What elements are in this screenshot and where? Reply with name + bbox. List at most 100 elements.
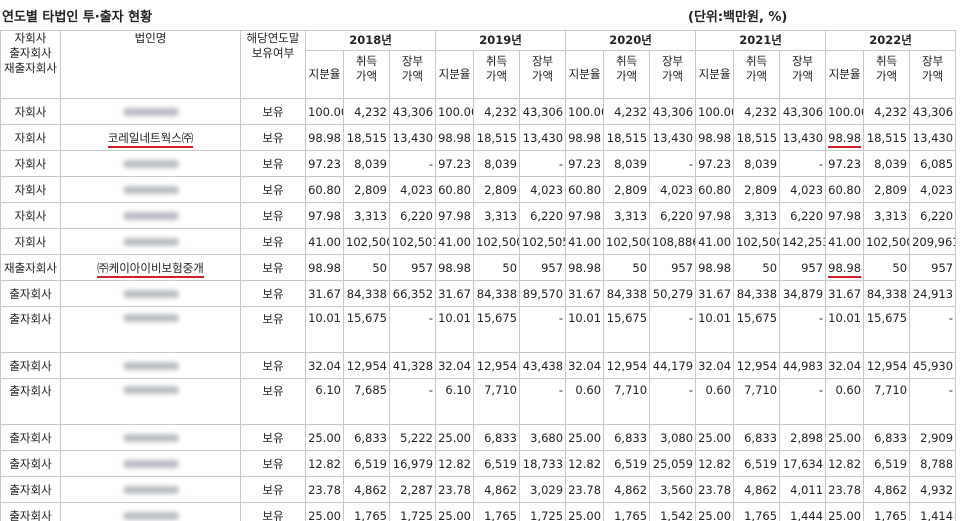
- value: 142,253: [782, 234, 826, 249]
- value: 6.10: [445, 383, 472, 397]
- value-cell: 60.80: [825, 176, 865, 203]
- sub-header: 지분율: [565, 50, 605, 99]
- value-cell: 957: [909, 254, 957, 281]
- held-cell: 보유: [240, 280, 306, 307]
- header-line: 지분율: [828, 67, 861, 81]
- value: 60.80: [698, 182, 732, 197]
- value-cell: 12,954: [733, 352, 781, 379]
- row: 출자회사 보유 10.01 15,675-10.01 15,675-10.01 15,67…: [0, 306, 957, 353]
- type-cell: 출자회사: [0, 378, 61, 425]
- value: 2,898: [790, 430, 824, 445]
- header-line: 가액: [661, 69, 684, 83]
- value-cell: 6,220: [388, 202, 437, 229]
- value-cell: 23.78: [825, 476, 865, 503]
- value: 5,222: [400, 430, 434, 445]
- value: 97.98: [438, 208, 472, 223]
- value-cell: 97.23: [305, 150, 344, 177]
- value: 957: [411, 260, 434, 275]
- value-cell: 43,306: [519, 98, 567, 125]
- value: 43,306: [912, 104, 954, 119]
- value: 31.67: [568, 286, 602, 301]
- value: 13,430: [782, 130, 824, 145]
- value: 24,913: [912, 286, 954, 301]
- redacted-name: [122, 237, 179, 246]
- value: 84,338: [866, 286, 908, 301]
- sub-header: 지분율: [435, 50, 475, 99]
- value-cell: 12,954: [863, 352, 911, 379]
- value: -: [428, 156, 434, 171]
- header-line: 취득: [485, 54, 508, 68]
- value: 41.00: [438, 234, 472, 249]
- sub-header: 취득 가액: [863, 50, 911, 99]
- header-line: 취득: [355, 54, 378, 68]
- value: 50,279: [652, 286, 694, 301]
- value-cell: 5,222: [388, 424, 437, 451]
- value-cell: 102,500: [343, 228, 390, 255]
- row: 출자회사 보유 6.10 7,685-6.10 7,710-0.60 7,710-0.60…: [0, 378, 957, 425]
- value-cell: 8,039: [733, 150, 781, 177]
- held-cell: 보유: [240, 306, 306, 353]
- value: 2,809: [354, 182, 387, 197]
- value-cell: -: [779, 306, 827, 353]
- header-line: 취득: [615, 54, 638, 68]
- value: 13,430: [912, 130, 954, 145]
- redacted-name: [122, 107, 179, 116]
- value-cell: 31.67: [565, 280, 605, 307]
- type-cell: 자회사: [0, 124, 61, 151]
- value: 8,039: [614, 156, 648, 171]
- value-cell: 4,862: [603, 476, 651, 503]
- value-cell: 3,313: [603, 202, 651, 229]
- value-cell: 100.00: [825, 98, 865, 125]
- redacted-name: [122, 211, 179, 220]
- value-cell: 45,930: [909, 352, 957, 379]
- value-cell: 97.98: [825, 202, 865, 229]
- value-cell: 31.67: [435, 280, 475, 307]
- header-line: 취득: [875, 54, 898, 68]
- value: 0.60: [705, 383, 732, 397]
- type-cell: 자회사: [0, 150, 61, 177]
- value: 4,232: [614, 104, 648, 119]
- type-cell: 자회사: [0, 228, 61, 255]
- value: 6,519: [354, 456, 387, 471]
- header-line: 해당연도말: [246, 31, 300, 46]
- value: 3,313: [744, 208, 778, 223]
- value-cell: -: [388, 378, 437, 425]
- header-line: 가액: [875, 69, 898, 83]
- value-cell: 1,765: [733, 502, 781, 521]
- value: 32.04: [828, 358, 862, 373]
- type-cell: 출자회사: [0, 450, 61, 477]
- value-cell: 98.98: [695, 254, 735, 281]
- value: 18,515: [866, 130, 908, 145]
- value: 98.98: [438, 130, 472, 145]
- value: 31.67: [308, 286, 341, 301]
- value-cell: 84,338: [863, 280, 911, 307]
- value: 97.23: [438, 156, 472, 171]
- value: 25.00: [308, 430, 341, 445]
- value-cell: 13,430: [909, 124, 957, 151]
- value-cell: 100.00: [435, 98, 475, 125]
- value-cell: 97.23: [825, 150, 865, 177]
- value: 41.00: [308, 234, 341, 249]
- header-line: 지분율: [568, 67, 601, 81]
- value-cell: 4,862: [343, 476, 390, 503]
- value-cell: 16,979: [388, 450, 437, 477]
- header-line: 장부: [921, 54, 944, 68]
- value-cell: 4,862: [473, 476, 521, 503]
- value: 12,954: [606, 358, 648, 373]
- value-cell: 43,306: [779, 98, 827, 125]
- name-cell: [60, 306, 241, 353]
- value-cell: 4,232: [733, 98, 781, 125]
- value: 84,338: [606, 286, 648, 301]
- year-header: 2019년: [435, 30, 567, 51]
- value: 1,725: [400, 508, 434, 521]
- value: 44,179: [652, 358, 694, 373]
- value: 18,515: [346, 130, 387, 145]
- row: 출자회사 보유 31.67 84,338 66,352 31.67 84,338 89,570…: [0, 280, 957, 307]
- row: 출자회사 보유 32.04 12,954 41,328 32.04 12,954 43,438…: [0, 352, 957, 379]
- value-cell: 25.00: [435, 502, 475, 521]
- value: 50: [502, 260, 518, 275]
- value: 41.00: [698, 234, 732, 249]
- value-cell: -: [909, 306, 957, 353]
- value-cell: 4,232: [343, 98, 390, 125]
- value-cell: 1,725: [519, 502, 567, 521]
